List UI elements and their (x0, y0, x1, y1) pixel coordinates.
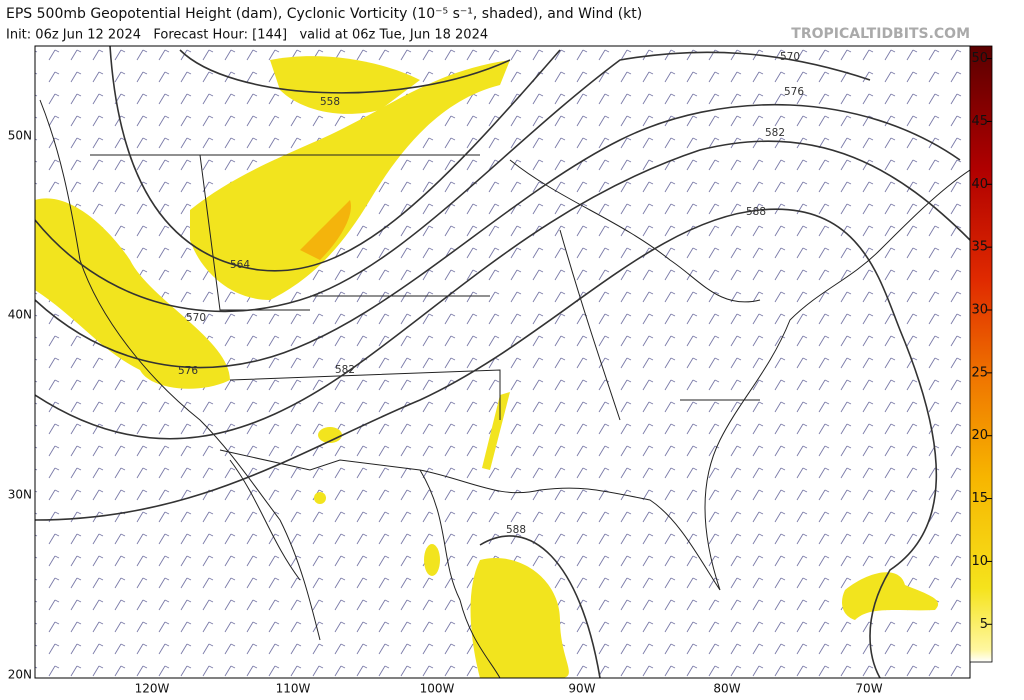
contour-label: 588 (746, 206, 766, 218)
lon-label: 90W (568, 682, 595, 696)
map-area: 558 564 570 576 582 570 576 582 588 588 (35, 46, 970, 678)
contour-label: 576 (784, 86, 804, 98)
colorbar: 5 10 15 20 25 30 35 40 45 50 (969, 45, 993, 663)
contour-labels: 558 564 570 576 582 570 576 582 588 588 (178, 51, 804, 536)
contour-label: 564 (230, 259, 250, 271)
contour-label: 576 (178, 365, 198, 377)
colorbar-fill (969, 45, 993, 663)
lon-label: 70W (855, 682, 882, 696)
contour-label: 558 (320, 96, 340, 108)
lat-label: 50N (8, 129, 32, 143)
colorbar-tick-label: 35 (971, 240, 988, 255)
colorbar-tick-label: 5 (980, 617, 988, 632)
longitude-labels: 120W 110W 100W 90W 80W 70W (135, 682, 883, 696)
subtitle: Init: 06z Jun 12 2024 Forecast Hour: [14… (6, 28, 488, 43)
title: EPS 500mb Geopotential Height (dam), Cyc… (6, 6, 642, 22)
lon-label: 120W (135, 682, 170, 696)
watermark: TROPICALTIDBITS.COM (791, 26, 970, 42)
lon-label: 110W (276, 682, 311, 696)
latitude-labels: 50N 40N 30N 20N (8, 129, 32, 682)
lat-label: 40N (8, 308, 32, 322)
colorbar-tick-label: 20 (971, 428, 988, 443)
colorbar-tick-label: 40 (971, 177, 988, 192)
colorbar-tick-label: 25 (971, 365, 988, 380)
colorbar-tick-label: 50 (971, 51, 988, 66)
lat-label: 30N (8, 488, 32, 502)
colorbar-tick-label: 15 (971, 491, 988, 506)
coastlines (39, 99, 970, 678)
lon-label: 100W (420, 682, 455, 696)
lat-label: 20N (8, 668, 32, 682)
vorticity-max (300, 200, 351, 260)
colorbar-tick-label: 45 (971, 114, 988, 129)
contour-label: 588 (506, 524, 526, 536)
contour-label: 582 (765, 127, 785, 139)
contour-label: 570 (186, 312, 206, 324)
lon-label: 80W (713, 682, 740, 696)
height-contours (35, 46, 970, 678)
contour-label: 570 (780, 51, 800, 63)
contour-label: 582 (335, 364, 355, 376)
colorbar-tick-label: 10 (971, 554, 988, 569)
colorbar-tick-label: 30 (971, 303, 988, 318)
